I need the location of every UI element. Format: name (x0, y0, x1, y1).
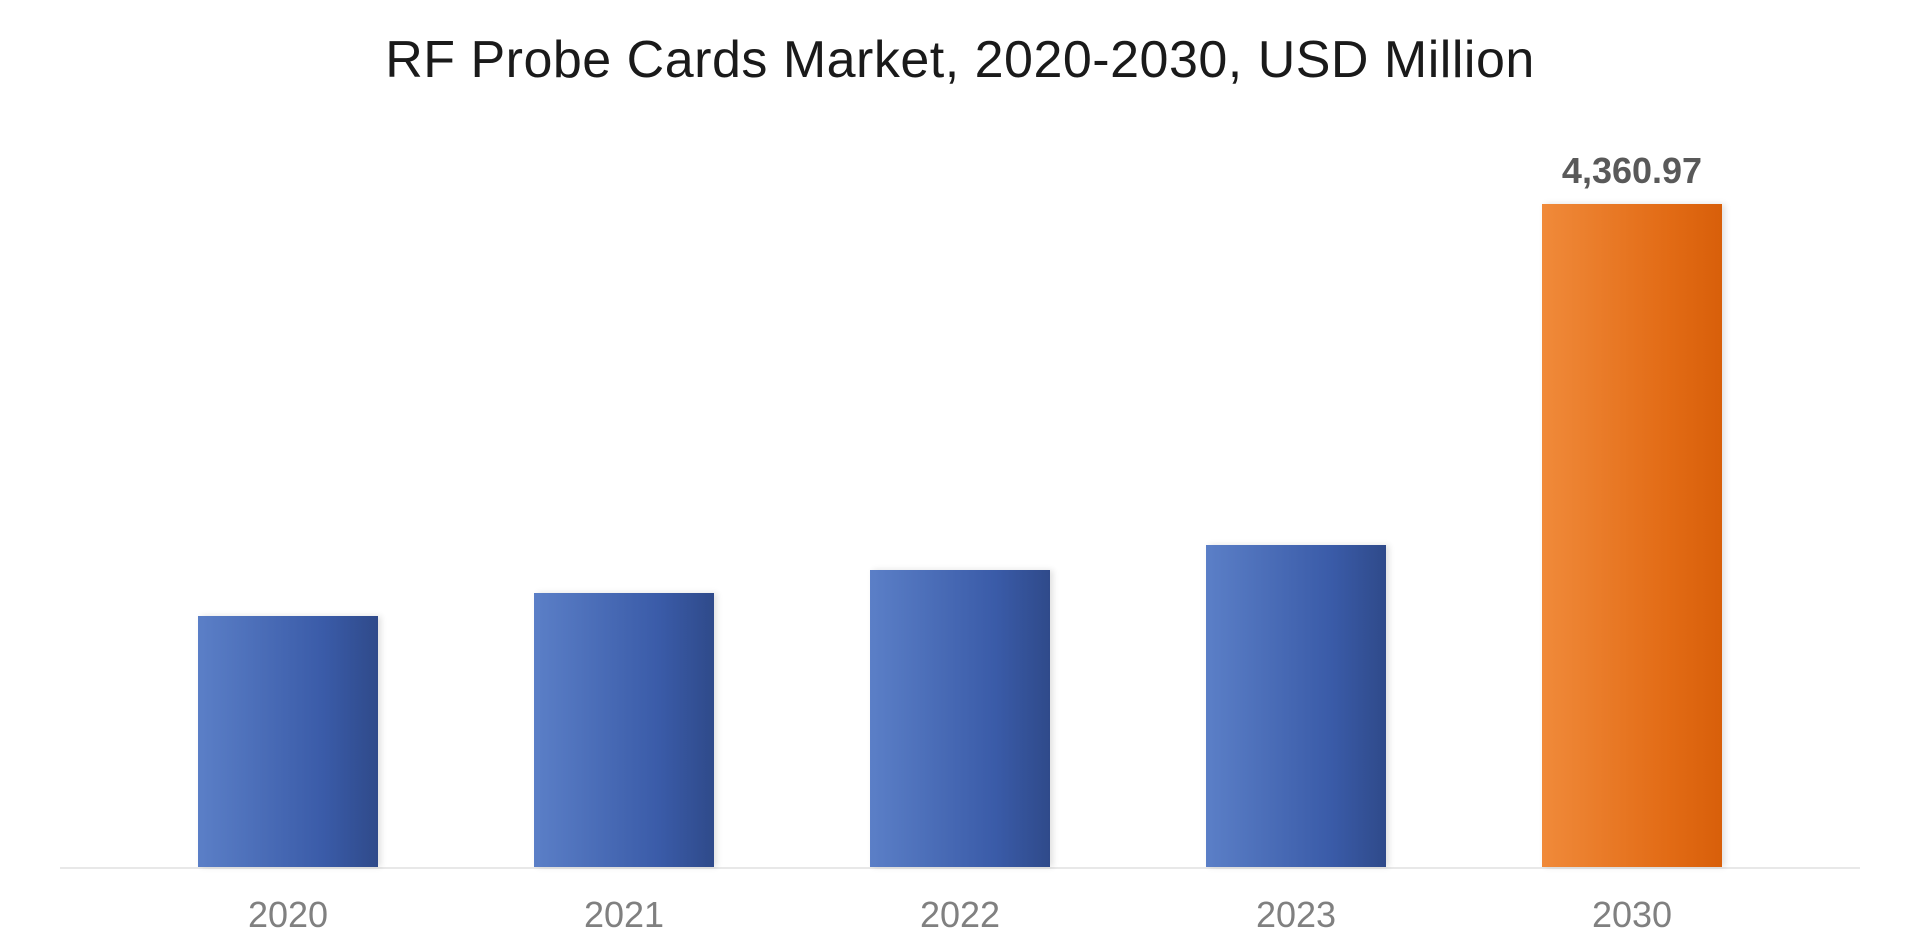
bar-slot-2023 (1128, 150, 1464, 867)
bar-2023 (1206, 545, 1386, 867)
bar-2030 (1542, 204, 1722, 867)
bar-value-label: 4,360.97 (1562, 150, 1702, 192)
x-tick: 2023 (1128, 894, 1464, 936)
x-tick: 2030 (1464, 894, 1800, 936)
bars-region: 4,360.97 (60, 150, 1860, 869)
x-tick: 2021 (456, 894, 792, 936)
plot-area: 4,360.97 2020 2021 2022 2023 2030 (60, 150, 1860, 936)
bar-2021 (534, 593, 714, 867)
bar-slot-2030: 4,360.97 (1464, 150, 1800, 867)
x-axis: 2020 2021 2022 2023 2030 (60, 869, 1860, 936)
x-tick: 2022 (792, 894, 1128, 936)
bar-2022 (870, 570, 1050, 866)
bar-slot-2020 (120, 150, 456, 867)
chart-container: RF Probe Cards Market, 2020-2030, USD Mi… (0, 0, 1920, 943)
bar-slot-2021 (456, 150, 792, 867)
chart-title: RF Probe Cards Market, 2020-2030, USD Mi… (385, 30, 1535, 90)
x-tick: 2020 (120, 894, 456, 936)
bar-slot-2022 (792, 150, 1128, 867)
bar-2020 (198, 616, 378, 867)
